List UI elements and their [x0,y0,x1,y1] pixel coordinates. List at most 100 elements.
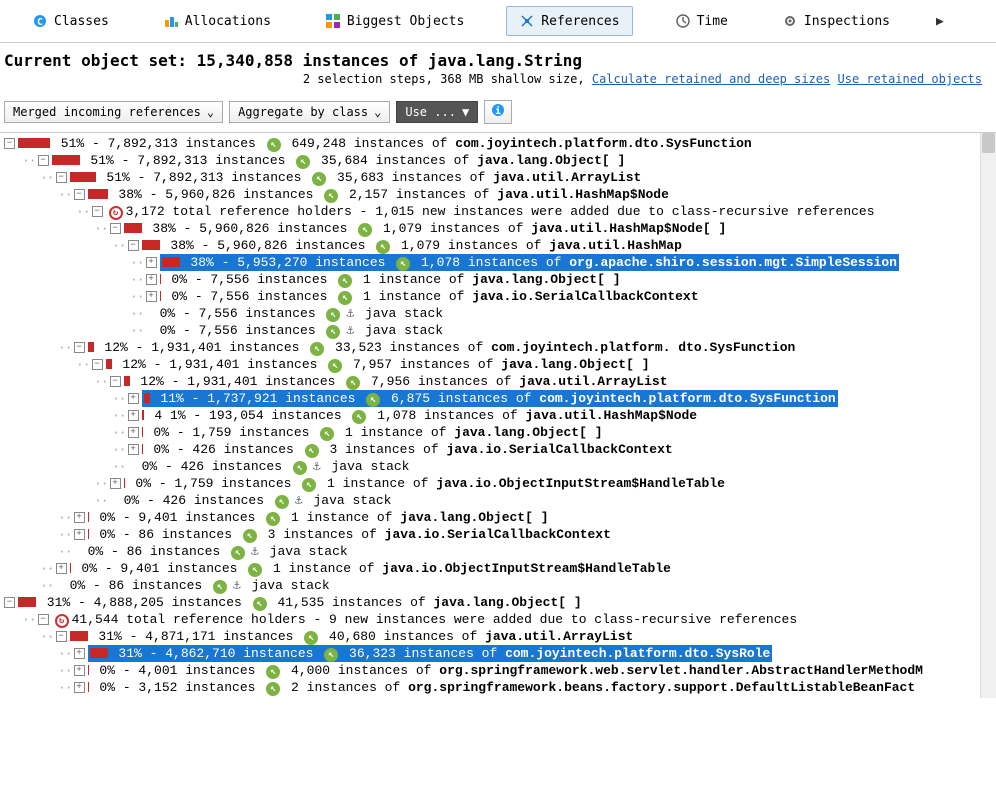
percent-bar [88,189,108,199]
collapse-toggle[interactable]: − [110,223,121,234]
tree-row[interactable]: ··+ 0% - 1,759 instances ↖ 1 instance of… [4,475,992,492]
tree-row[interactable]: ··+ 0% - 7,556 instances ↖ 1 instance of… [4,271,992,288]
svg-text:i: i [495,105,501,117]
percent-bar [124,478,125,488]
class-icon: ↖ [213,580,227,594]
percent-bar [88,512,89,522]
tree-row[interactable]: ··+ 38% - 5,953,270 instances ↖ 1,078 in… [4,254,992,271]
expand-toggle[interactable]: + [128,427,139,438]
tree-row[interactable]: ··− 51% - 7,892,313 instances ↖ 35,683 i… [4,169,992,186]
tree-row[interactable]: ··− 12% - 1,931,401 instances ↖ 33,523 i… [4,339,992,356]
collapse-toggle[interactable]: − [4,597,15,608]
expand-toggle[interactable]: + [74,529,85,540]
tab-allocations[interactable]: Allocations [151,7,283,35]
expand-toggle[interactable]: + [74,682,85,693]
scrollbar-thumb[interactable] [982,133,995,153]
tree-row[interactable]: ··+ 0% - 9,401 instances ↖ 1 instance of… [4,560,992,577]
tree-row[interactable]: ··−↻3,172 total reference holders - 1,01… [4,203,992,220]
class-icon: ↖ [338,274,352,288]
collapse-toggle[interactable]: − [128,240,139,251]
collapse-toggle[interactable]: − [92,359,103,370]
tree-row[interactable]: ··+ 0% - 426 instances ↖ 3 instances of … [4,441,992,458]
tree-row[interactable]: ·· 0% - 426 instances ↖⚓ java stack [4,458,992,475]
info-button[interactable]: i [484,100,512,124]
tree-row[interactable]: ··− 12% - 1,931,401 instances ↖ 7,957 in… [4,356,992,373]
tree-row[interactable]: ··+ 0% - 7,556 instances ↖ 1 instance of… [4,288,992,305]
tab-inspections[interactable]: Inspections [770,7,902,35]
tree-row[interactable]: ··− 12% - 1,931,401 instances ↖ 7,956 in… [4,373,992,390]
expand-toggle[interactable]: + [146,291,157,302]
tree-row[interactable]: ··−↻41,544 total reference holders - 9 n… [4,611,992,628]
tree-row[interactable]: ··+ 4 1% - 193,054 instances ↖ 1,078 ins… [4,407,992,424]
percent-bar [88,665,89,675]
collapse-toggle[interactable]: − [38,614,49,625]
expand-toggle[interactable]: + [128,393,139,404]
tree-row[interactable]: ··+ 0% - 1,759 instances ↖ 1 instance of… [4,424,992,441]
class-icon: ↖ [266,512,280,526]
tree-row[interactable]: ·· 0% - 86 instances ↖⚓ java stack [4,577,992,594]
expand-toggle[interactable]: + [74,512,85,523]
expand-toggle[interactable]: + [110,478,121,489]
expand-toggle[interactable]: + [74,665,85,676]
expand-toggle[interactable]: + [128,410,139,421]
collapse-toggle[interactable]: − [110,376,121,387]
recursive-icon: ↻ [55,614,69,628]
tree-row[interactable]: ··+ 31% - 4,862,710 instances ↖ 36,323 i… [4,645,992,662]
tree-row[interactable]: ··− 31% - 4,871,171 instances ↖ 40,680 i… [4,628,992,645]
tree-row[interactable]: ·· 0% - 7,556 instances ↖⚓ java stack [4,305,992,322]
tree-row[interactable]: ··+ 0% - 86 instances ↖ 3 instances of j… [4,526,992,543]
tree-row[interactable]: ··+ 0% - 3,152 instances ↖ 2 instances o… [4,679,992,696]
collapse-toggle[interactable]: − [74,342,85,353]
link-calculate[interactable]: Calculate retained and deep sizes [592,72,830,86]
class-icon: ↖ [328,359,342,373]
tab-label: Biggest Objects [347,14,464,29]
tree-row[interactable]: ··− 38% - 5,960,826 instances ↖ 1,079 in… [4,237,992,254]
class-icon: ↖ [338,291,352,305]
classes-icon: C [32,13,48,29]
percent-bar [160,274,161,284]
expand-toggle[interactable]: + [128,444,139,455]
tree-row[interactable]: ··− 51% - 7,892,313 instances ↖ 35,684 i… [4,152,992,169]
percent-bar [142,240,160,250]
expand-toggle[interactable]: + [56,563,67,574]
link-retained[interactable]: Use retained objects [838,72,983,86]
dropdown-merge[interactable]: Merged incoming references⌄ [4,101,223,123]
page-title: Current object set: 15,340,858 instances… [4,51,992,70]
expand-toggle[interactable]: + [74,648,85,659]
class-icon: ↖ [302,478,316,492]
tree-row[interactable]: ··− 38% - 5,960,826 instances ↖ 2,157 in… [4,186,992,203]
collapse-toggle[interactable]: − [56,631,67,642]
tree-row[interactable]: − 51% - 7,892,313 instances ↖ 649,248 in… [4,135,992,152]
tree-row[interactable]: ··+ 11% - 1,737,921 instances ↖ 6,875 in… [4,390,992,407]
collapse-toggle[interactable]: − [38,155,49,166]
percent-bar [106,359,112,369]
scrollbar[interactable] [980,133,996,698]
percent-bar [144,393,150,403]
tree-row[interactable]: ··− 38% - 5,960,826 instances ↖ 1,079 in… [4,220,992,237]
class-icon: ↖ [248,563,262,577]
tree-row[interactable]: ··+ 0% - 4,001 instances ↖ 4,000 instanc… [4,662,992,679]
tree-row[interactable]: ·· 0% - 426 instances ↖⚓ java stack [4,492,992,509]
tab-references[interactable]: References [506,6,632,36]
collapse-toggle[interactable]: − [92,206,103,217]
dropdown-use[interactable]: Use ...▼ [396,101,478,123]
dropdown-aggregate[interactable]: Aggregate by class⌄ [229,101,390,123]
more-tabs-arrow[interactable]: ▶ [936,14,944,29]
tab-classes[interactable]: C Classes [20,7,121,35]
tab-label: Inspections [804,14,890,29]
collapse-toggle[interactable]: − [56,172,67,183]
collapse-toggle[interactable]: − [4,138,15,149]
expand-toggle[interactable]: + [146,274,157,285]
class-icon: ↖ [358,223,372,237]
collapse-toggle[interactable]: − [74,189,85,200]
biggest-icon [325,13,341,29]
tree-row[interactable]: ·· 0% - 7,556 instances ↖⚓ java stack [4,322,992,339]
expand-toggle[interactable]: + [146,257,157,268]
gear-icon [782,13,798,29]
tab-biggest[interactable]: Biggest Objects [313,7,476,35]
percent-bar [18,597,36,607]
tree-row[interactable]: ·· 0% - 86 instances ↖⚓ java stack [4,543,992,560]
tab-time[interactable]: Time [663,7,740,35]
tree-row[interactable]: − 31% - 4,888,205 instances ↖ 41,535 ins… [4,594,992,611]
tree-row[interactable]: ··+ 0% - 9,401 instances ↖ 1 instance of… [4,509,992,526]
